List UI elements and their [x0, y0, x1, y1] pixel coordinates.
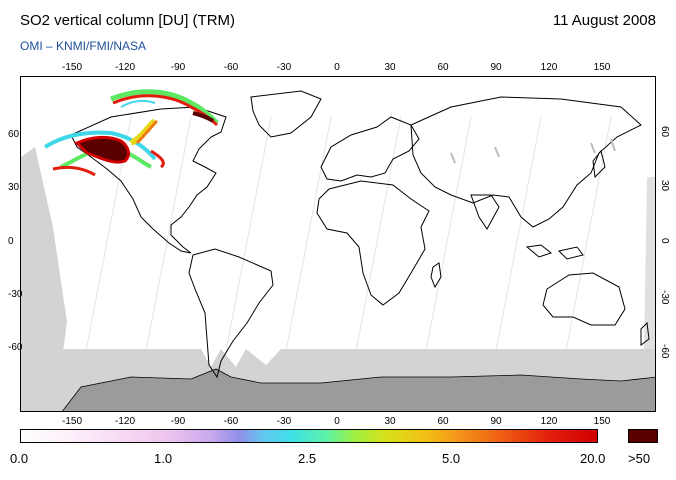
- lat-tick-right: 0: [659, 238, 670, 244]
- coastlines: [70, 90, 650, 379]
- so2-world-map: [20, 76, 656, 412]
- lon-tick-bottom: -90: [170, 416, 186, 427]
- color-scale-label: 2.5: [298, 451, 317, 466]
- lon-tick-bottom: -150: [61, 416, 82, 427]
- lon-tick-bottom: 150: [593, 416, 611, 427]
- no-data-region-west: [21, 147, 67, 352]
- lon-tick-bottom: 0: [334, 416, 340, 427]
- lon-tick-top: 120: [540, 62, 558, 73]
- lon-tick-bottom: 30: [384, 416, 396, 427]
- lon-tick-top: 150: [593, 62, 611, 73]
- color-scale-label: 20.0: [580, 451, 606, 466]
- data-streaks: [450, 138, 616, 164]
- color-scale-label: 1.0: [154, 451, 173, 466]
- color-scale-label: 0.0: [10, 451, 29, 466]
- color-scale-max-label: >50: [628, 451, 651, 466]
- lat-tick-left: -30: [8, 289, 23, 300]
- lon-tick-top: -30: [276, 62, 292, 73]
- lon-tick-top: 60: [437, 62, 449, 73]
- lon-tick-top: -150: [61, 62, 82, 73]
- antarctica: [62, 368, 655, 411]
- lon-tick-top: 90: [490, 62, 502, 73]
- lon-tick-bottom: 120: [540, 416, 558, 427]
- lat-tick-right: -30: [659, 290, 670, 305]
- color-scale-bar: [20, 429, 598, 443]
- lat-tick-right: 30: [659, 180, 670, 192]
- lon-tick-top: -120: [114, 62, 135, 73]
- lon-tick-bottom: 90: [490, 416, 502, 427]
- lat-tick-right: -60: [659, 344, 670, 359]
- lat-tick-right: 60: [659, 126, 670, 138]
- data-source-credit: OMI – KNMI/FMI/NASA: [20, 39, 147, 53]
- lon-tick-top: -60: [223, 62, 239, 73]
- lon-tick-bottom: 60: [437, 416, 449, 427]
- lat-tick-left: 60: [8, 129, 20, 140]
- lat-tick-left: 0: [8, 236, 14, 247]
- lat-tick-left: -60: [8, 342, 23, 353]
- color-scale-label: 5.0: [442, 451, 461, 466]
- lon-tick-top: 30: [384, 62, 396, 73]
- lon-tick-bottom: -30: [276, 416, 292, 427]
- map-title: SO2 vertical column [DU] (TRM): [20, 12, 236, 29]
- lon-tick-bottom: -60: [223, 416, 239, 427]
- lon-tick-top: -90: [170, 62, 186, 73]
- color-scale-max-swatch: [628, 429, 658, 443]
- lon-tick-bottom: -120: [114, 416, 135, 427]
- map-canvas: [21, 89, 655, 411]
- lat-tick-left: 30: [8, 182, 20, 193]
- so2-plume: [43, 89, 219, 177]
- map-date: 11 August 2008: [552, 12, 656, 29]
- lon-tick-top: 0: [334, 62, 340, 73]
- orbit-swath-lines: [80, 116, 612, 378]
